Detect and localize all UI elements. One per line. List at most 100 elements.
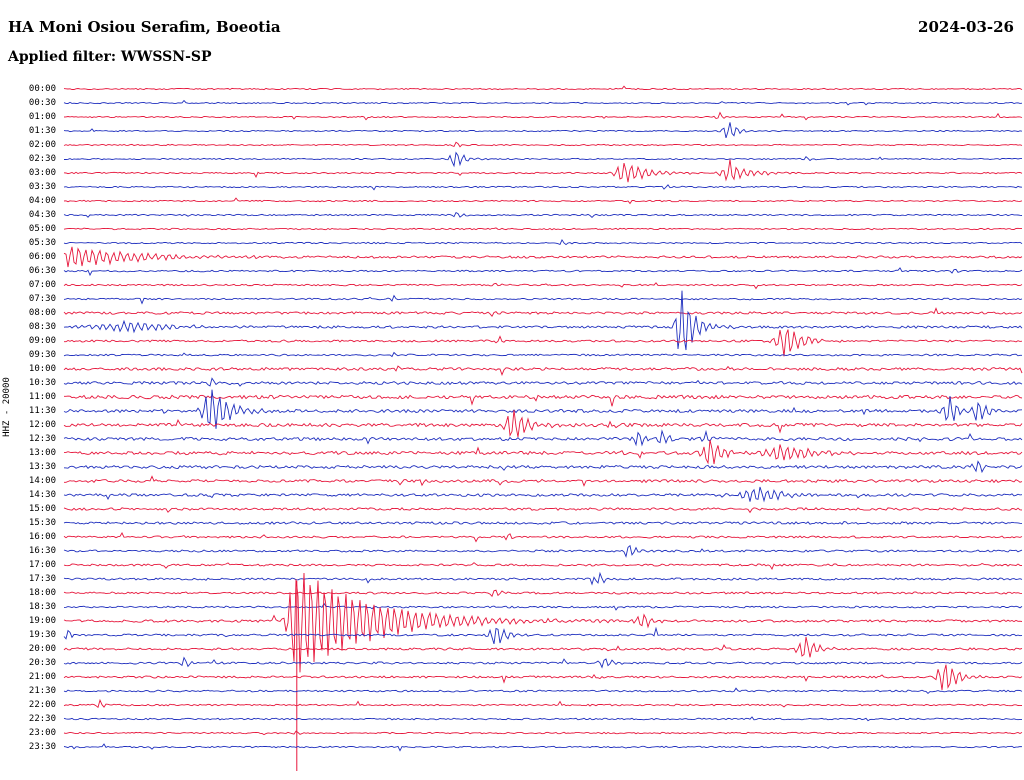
time-label: 14:00 (28, 476, 56, 486)
time-label: 09:00 (28, 336, 56, 346)
seismogram-trace (64, 475, 1023, 487)
seismogram-trace (63, 521, 1023, 525)
seismogram-trace (63, 351, 1022, 358)
seismogram-trace (63, 636, 1023, 658)
time-label: 08:00 (28, 308, 56, 318)
applied-filter-label: Applied filter: WWSSN-SP (8, 49, 212, 65)
time-label: 11:00 (28, 392, 56, 402)
time-label: 00:00 (28, 84, 56, 94)
seismogram-trace (63, 486, 1023, 503)
time-label: 13:00 (28, 448, 56, 458)
seismogram-trace (64, 439, 1023, 465)
seismogram-trace (63, 389, 1023, 429)
seismogram-trace (63, 365, 1023, 376)
seismogram-trace (63, 730, 1023, 736)
time-label: 10:00 (28, 364, 56, 374)
seismogram-trace (63, 460, 1023, 474)
time-label: 01:00 (28, 112, 56, 122)
time-label: 07:30 (28, 294, 56, 304)
seismogram-trace (63, 562, 1023, 570)
seismogram-trace (63, 290, 1023, 351)
time-label: 15:00 (28, 504, 56, 514)
time-label: 17:30 (28, 574, 56, 584)
seismogram-trace (63, 267, 1023, 277)
time-label: 05:00 (28, 224, 56, 234)
time-label: 16:00 (28, 532, 56, 542)
time-label: 23:30 (28, 742, 56, 752)
seismogram-trace (63, 626, 1023, 645)
seismogram-trace (64, 151, 1022, 168)
seismogram-trace (63, 282, 1023, 290)
seismogram-trace (63, 544, 1023, 558)
seismogram-trace (63, 141, 1023, 148)
seismogram-trace (63, 99, 1023, 106)
time-label: 12:00 (28, 420, 56, 430)
seismogram-trace (64, 329, 1023, 357)
time-label: 15:30 (28, 518, 56, 528)
time-label: 04:30 (28, 210, 56, 220)
time-label: 16:30 (28, 546, 56, 556)
time-label: 18:00 (28, 588, 56, 598)
time-label: 07:00 (28, 280, 56, 290)
seismogram-trace (63, 507, 1023, 514)
seismogram-trace (63, 716, 1022, 722)
time-label: 14:30 (28, 490, 56, 500)
time-label: 06:30 (28, 266, 56, 276)
seismogram-trace (63, 572, 1023, 673)
seismogram-trace (64, 394, 1023, 407)
time-label: 21:30 (28, 686, 56, 696)
time-label: 22:00 (28, 700, 56, 710)
seismogram-trace (63, 571, 1023, 586)
time-label: 12:30 (28, 434, 56, 444)
seismogram-trace (63, 307, 1023, 317)
time-label: 19:00 (28, 616, 56, 626)
time-label: 22:30 (28, 714, 56, 724)
seismogram-trace (63, 85, 1023, 91)
seismogram-trace (63, 656, 1023, 669)
time-label: 09:30 (28, 350, 56, 360)
time-label: 08:30 (28, 322, 56, 332)
time-label: 04:00 (28, 196, 56, 206)
seismogram-trace (63, 246, 1023, 268)
time-label: 20:30 (28, 658, 56, 668)
time-label: 05:30 (28, 238, 56, 248)
time-label: 17:00 (28, 560, 56, 570)
time-label: 03:00 (28, 168, 56, 178)
time-label: 06:00 (28, 252, 56, 262)
time-label: 19:30 (28, 630, 56, 640)
seismogram-trace (63, 111, 1023, 121)
time-label: 02:30 (28, 154, 56, 164)
seismogram-trace (63, 429, 1023, 447)
time-label: 01:30 (28, 126, 56, 136)
time-label: 20:00 (28, 644, 56, 654)
seismogram-trace (63, 589, 1023, 598)
seismogram-trace (63, 602, 1023, 611)
seismogram-trace (63, 211, 1023, 219)
seismogram-trace (63, 698, 1023, 709)
time-label: 18:30 (28, 602, 56, 612)
time-label: 13:30 (28, 462, 56, 472)
seismogram-trace (63, 238, 1023, 246)
seismogram-trace (63, 743, 1023, 752)
station-title: HA Moni Osiou Serafim, Boeotia (8, 18, 281, 36)
time-label: 00:30 (28, 98, 56, 108)
seismogram-trace (63, 377, 1023, 387)
seismogram-trace (63, 664, 1023, 690)
seismogram-trace (63, 227, 1022, 231)
time-label: 11:30 (28, 406, 56, 416)
time-label: 21:00 (28, 672, 56, 682)
seismogram-trace (63, 197, 1023, 205)
seismogram-trace (63, 532, 1023, 543)
time-label: 02:00 (28, 140, 56, 150)
seismogram-trace (63, 122, 1023, 139)
seismogram-trace (63, 409, 1023, 438)
record-date: 2024-03-26 (918, 18, 1014, 36)
seismogram-trace (63, 159, 1023, 183)
seismogram-trace (63, 294, 1023, 305)
seismogram-trace (63, 687, 1023, 695)
time-label: 23:00 (28, 728, 56, 738)
time-label: 10:30 (28, 378, 56, 388)
time-label: 03:30 (28, 182, 56, 192)
